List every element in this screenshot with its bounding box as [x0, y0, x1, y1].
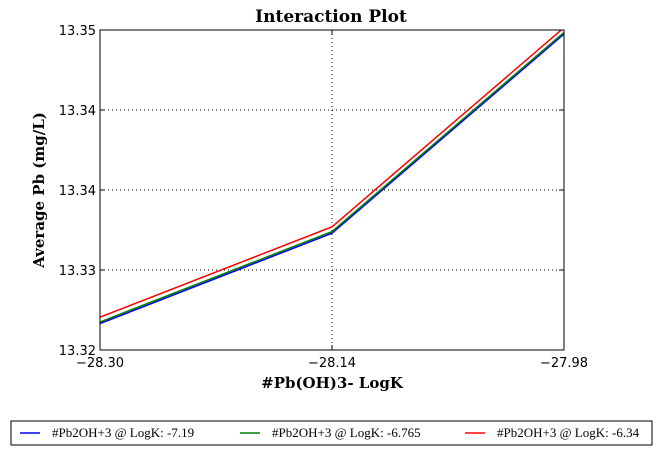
chart-title: Interaction Plot	[255, 7, 407, 27]
legend-label: #Pb2OH+3 @ LogK: -7.19	[52, 425, 194, 440]
y-tick-label: 13.35	[59, 24, 96, 39]
y-tick-label: 13.32	[59, 344, 96, 359]
x-tick-label: −28.30	[76, 356, 124, 371]
series-line	[100, 31, 564, 323]
y-axis-label: Average Pb (mg/L)	[30, 112, 48, 269]
series-lines	[100, 30, 564, 325]
y-tick-label: 13.33	[59, 264, 96, 279]
y-tick-label: 13.34	[59, 104, 96, 119]
legend-label: #Pb2OH+3 @ LogK: -6.34	[497, 425, 640, 440]
legend-box	[10, 420, 653, 446]
x-tick-label: −28.14	[308, 356, 356, 371]
grid-lines	[100, 30, 564, 350]
axis-ticks: 13.32 13.33 13.34 13.34 13.35 −28.30 −28.14 −27…	[59, 24, 588, 371]
series-line	[100, 30, 563, 318]
series-line	[100, 33, 564, 325]
y-tick-label: 13.34	[59, 184, 96, 199]
legend: #Pb2OH+3 @ LogK: -7.19 #Pb2OH+3 @ LogK: -…	[20, 425, 640, 440]
x-tick-label: −27.98	[540, 356, 588, 371]
legend-label: #Pb2OH+3 @ LogK: -6.765	[272, 425, 421, 440]
x-axis-label: #Pb(OH)3- LogK	[261, 374, 404, 392]
